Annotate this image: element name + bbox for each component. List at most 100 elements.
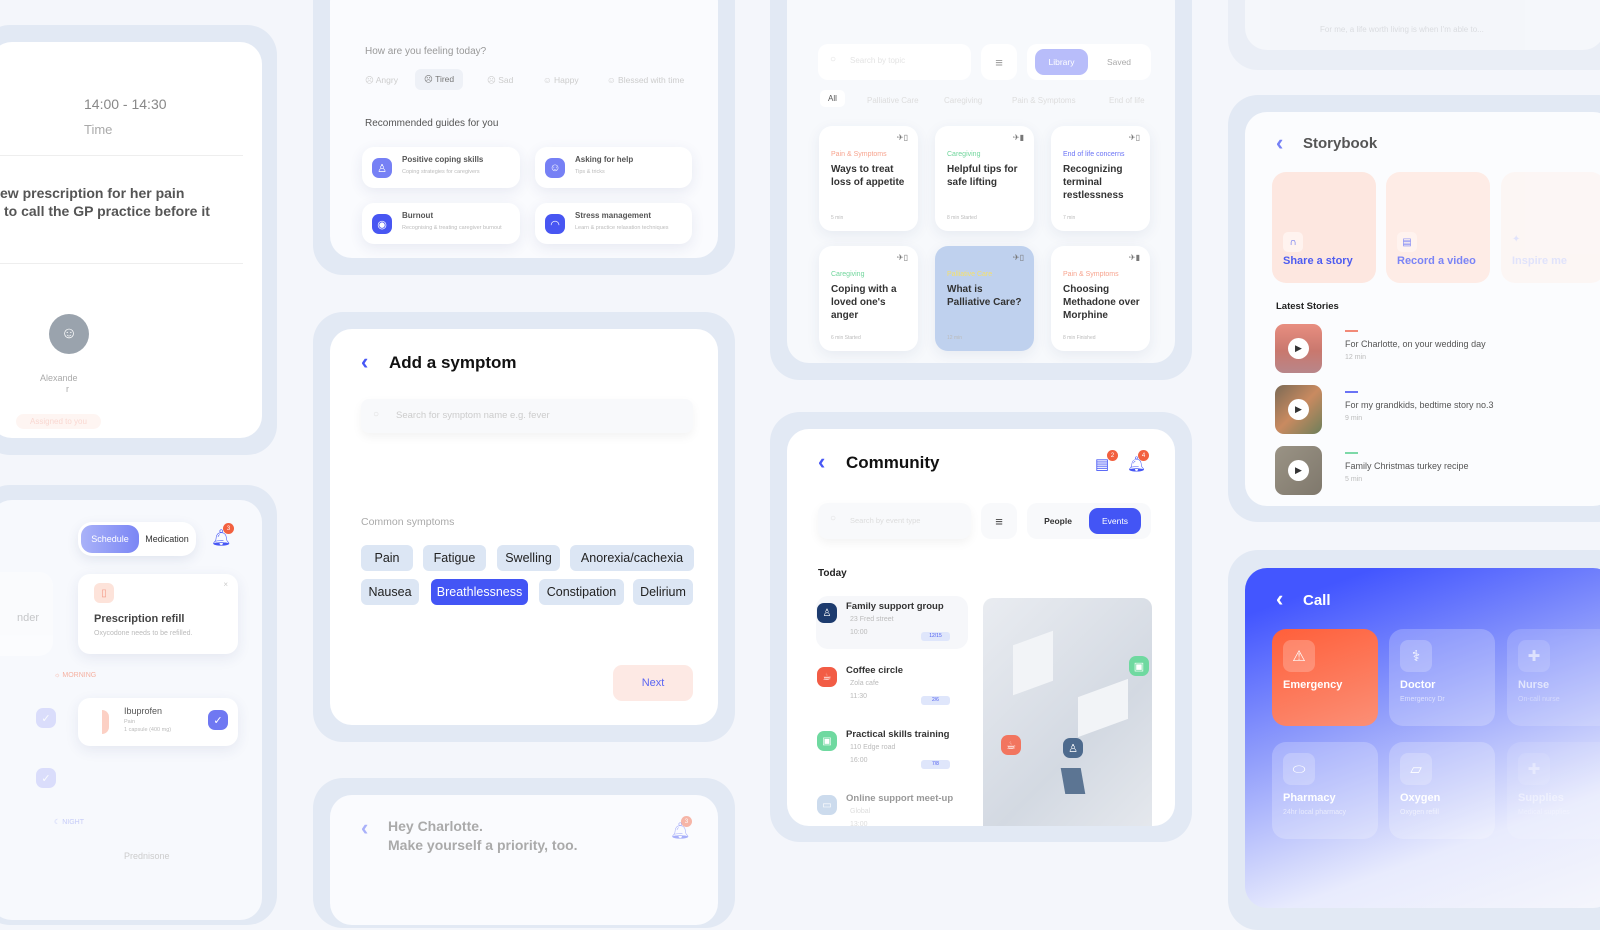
article-card[interactable]: ✈▯ Caregiving Coping with a loved one's … — [819, 246, 918, 351]
tab-medication[interactable]: Medication — [145, 534, 189, 544]
play-icon[interactable]: ▶ — [1288, 399, 1309, 420]
reminder-card[interactable]: nder — [0, 572, 53, 656]
map-building — [1078, 678, 1128, 738]
bell-icon[interactable]: 🔔︎ — [211, 530, 232, 547]
bookmark-icon[interactable]: ✈▮ — [1012, 133, 1024, 142]
next-button[interactable]: Next — [613, 665, 693, 701]
chip-constipation[interactable]: Constipation — [539, 579, 624, 605]
article-card[interactable]: ✈▯ Pain & Symptoms Ways to treat loss of… — [819, 126, 918, 231]
search-placeholder: Search by event type — [850, 516, 921, 525]
action-label: Share a story — [1283, 255, 1353, 267]
med-name: Prednisone — [124, 851, 170, 861]
back-button[interactable]: ‹ — [1276, 586, 1284, 611]
back-button[interactable]: ‹ — [818, 449, 826, 474]
quote-text: For me, a life worth living is when I'm … — [1320, 25, 1484, 34]
article-card[interactable]: ✈▯ End of life concerns Recognizing term… — [1051, 126, 1150, 231]
inspire-button[interactable]: ✦ Inspire me — [1501, 172, 1600, 283]
filter-all[interactable]: All — [820, 90, 845, 107]
bookmark-icon[interactable]: ✈▯ — [896, 133, 908, 142]
story-item[interactable]: ▶ For my grandkids, bedtime story no.3 9… — [1275, 385, 1575, 435]
filter-caregiving[interactable]: Caregiving — [944, 96, 983, 105]
tab-schedule[interactable]: Schedule — [81, 525, 139, 553]
assignee-avatar[interactable]: ☺ — [49, 314, 89, 354]
feeling-sad[interactable]: ☹ Sad — [487, 75, 514, 85]
chat-icon[interactable]: ▤ — [1095, 456, 1110, 473]
notification-badge: 3 — [681, 816, 692, 827]
event-time: 16:00 — [850, 757, 868, 764]
story-accent — [1345, 330, 1358, 332]
guide-card[interactable]: ☺ Asking for help Tips & tricks — [535, 147, 692, 188]
chip-delirium[interactable]: Delirium — [633, 579, 693, 605]
checkbox-checked[interactable]: ✓ — [36, 708, 56, 728]
story-accent — [1345, 391, 1358, 393]
bookmark-icon[interactable]: ✈▮ — [1128, 253, 1140, 262]
med-item[interactable]: Ibuprofen Pain 1 capsule (400 mg) ✓ — [78, 698, 238, 746]
filter-end-of-life[interactable]: End of life — [1109, 96, 1145, 105]
article-card[interactable]: ✈▯ Palliative Care What is Palliative Ca… — [935, 246, 1034, 351]
filter-icon[interactable]: ≡ — [981, 44, 1017, 80]
bookmark-icon[interactable]: ✈▯ — [1128, 133, 1140, 142]
chip-swelling[interactable]: Swelling — [497, 545, 560, 571]
article-title: Choosing Methadone over Morphine — [1063, 284, 1140, 321]
filter-icon[interactable]: ≡ — [981, 503, 1017, 539]
chip-anorexia[interactable]: Anorexia/cachexia — [570, 545, 694, 571]
bookmark-icon[interactable]: ✈▯ — [1012, 253, 1024, 262]
filter-palliative[interactable]: Palliative Care — [867, 96, 919, 105]
guide-card[interactable]: ◉ Burnout Recognising & treating caregiv… — [362, 203, 520, 244]
section-today: Today — [818, 568, 847, 579]
feeling-blessed[interactable]: ☺ Blessed with time — [607, 75, 685, 85]
story-title: For Charlotte, on your wedding day — [1345, 339, 1486, 349]
feeling-happy[interactable]: ☺ Happy — [543, 75, 579, 85]
call-oxygen[interactable]: ▱ Oxygen Oxygen refill — [1389, 742, 1495, 839]
call-supplies[interactable]: ✚ Supplies Medical supplies — [1507, 742, 1600, 839]
back-button[interactable]: ‹ — [361, 349, 369, 374]
call-emergency[interactable]: ⚠︎ Emergency — [1272, 629, 1378, 726]
back-button[interactable]: ‹ — [361, 815, 369, 840]
topic-search-input[interactable]: ○ Search by topic — [818, 44, 971, 80]
close-icon[interactable]: × — [223, 580, 228, 589]
back-button[interactable]: ‹ — [1276, 130, 1284, 155]
guide-card[interactable]: ◠ Stress management Learn & practice rel… — [535, 203, 692, 244]
bell-icon[interactable]: 🔔︎ — [670, 823, 691, 840]
story-item[interactable]: ▶ Family Christmas turkey recipe 5 min — [1275, 446, 1575, 496]
event-map[interactable]: ▣ ☕︎ ♙ — [983, 598, 1152, 826]
page-title: Storybook — [1303, 135, 1378, 152]
checkbox-checked[interactable]: ✓ — [208, 710, 228, 730]
feeling-angry[interactable]: ☹ Angry — [365, 75, 398, 85]
share-story-button[interactable]: ∩ Share a story — [1272, 172, 1376, 283]
guide-title: Asking for help — [575, 155, 634, 164]
chip-fatigue[interactable]: Fatigue — [423, 545, 486, 571]
call-doctor[interactable]: ⚕ Doctor Emergency Dr — [1389, 629, 1495, 726]
article-card[interactable]: ✈▮ Pain & Symptoms Choosing Methadone ov… — [1051, 246, 1150, 351]
guide-card[interactable]: ♙ Positive coping skills Coping strategi… — [362, 147, 520, 188]
chip-breathlessness[interactable]: Breathlessness — [431, 579, 528, 605]
call-pharmacy[interactable]: ⬭ Pharmacy 24hr local pharmacy — [1272, 742, 1378, 839]
map-pin-coffee[interactable]: ☕︎ — [1001, 735, 1021, 755]
filter-pain[interactable]: Pain & Symptoms — [1012, 96, 1076, 105]
article-meta: 8 min Finished — [1063, 335, 1096, 341]
bookmark-icon[interactable]: ✈▯ — [896, 253, 908, 262]
story-item[interactable]: ▶ For Charlotte, on your wedding day 12 … — [1275, 324, 1575, 374]
chip-nausea[interactable]: Nausea — [361, 579, 419, 605]
tab-library[interactable]: Library — [1035, 49, 1088, 75]
event-search-input[interactable]: ○ Search by event type — [818, 503, 971, 539]
call-sub: Oxygen refill — [1400, 809, 1439, 816]
record-video-button[interactable]: ▤ Record a video — [1386, 172, 1490, 283]
map-pin-training[interactable]: ▣ — [1129, 656, 1149, 676]
article-title: Helpful tips for safe lifting — [947, 164, 1018, 188]
tab-events[interactable]: Events — [1089, 508, 1141, 534]
map-pin-support[interactable]: ♙ — [1063, 738, 1083, 758]
call-nurse[interactable]: ✚ Nurse On-call nurse — [1507, 629, 1600, 726]
symptom-search-input[interactable]: ○ Search for symptom name e.g. fever — [361, 399, 693, 433]
play-icon[interactable]: ▶ — [1288, 338, 1309, 359]
tab-saved[interactable]: Saved — [1106, 57, 1132, 67]
checkbox-checked[interactable]: ✓ — [36, 768, 56, 788]
article-card[interactable]: ✈▮ Caregiving Helpful tips for safe lift… — [935, 126, 1034, 231]
play-icon[interactable]: ▶ — [1288, 460, 1309, 481]
chip-pain[interactable]: Pain — [361, 545, 413, 571]
refill-card[interactable]: ▯ × Prescription refill Oxycodone needs … — [78, 574, 238, 654]
tab-people[interactable]: People — [1044, 516, 1072, 526]
feeling-tired[interactable]: ☹ Tired — [415, 69, 464, 90]
pills-icon: ⬭ — [1283, 753, 1315, 785]
call-name: Emergency — [1283, 679, 1343, 691]
